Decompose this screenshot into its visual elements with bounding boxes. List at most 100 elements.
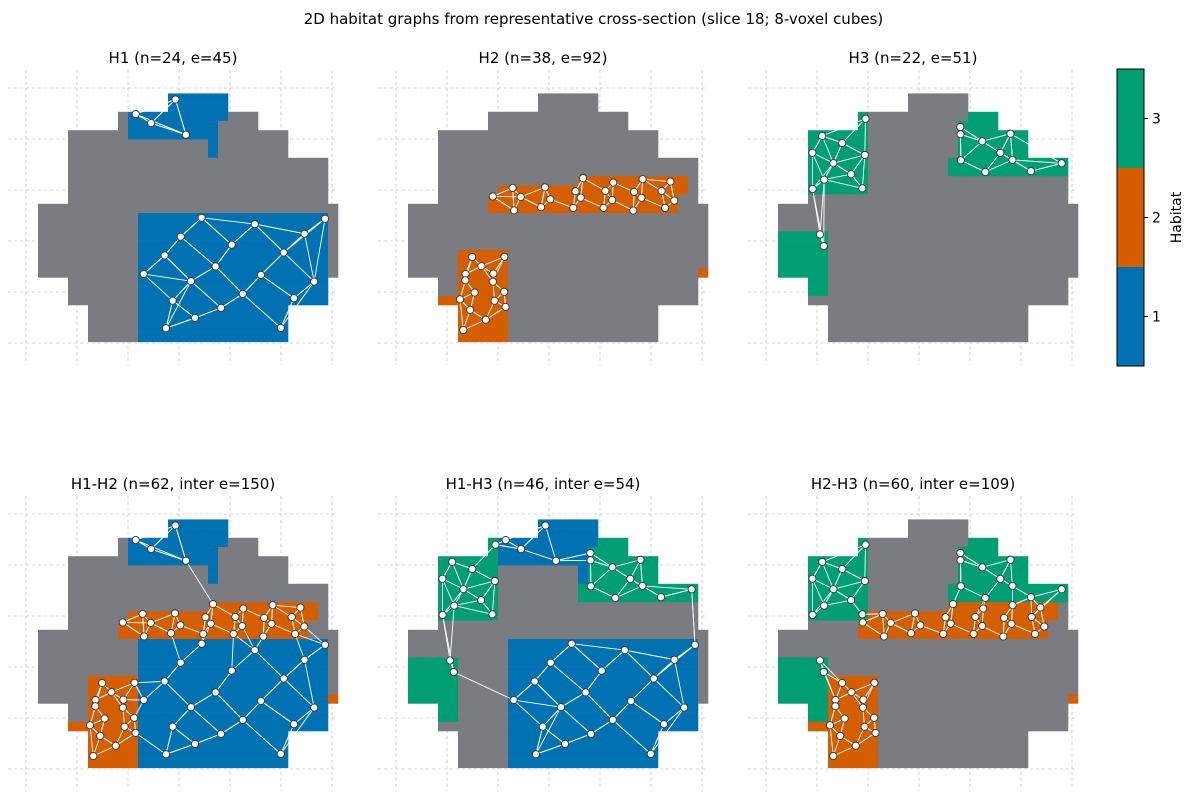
voxel-cell <box>638 740 649 750</box>
voxel-cell <box>578 231 589 241</box>
voxel-cell <box>988 213 999 223</box>
voxel-cell <box>228 249 239 260</box>
voxel-cell <box>908 639 919 649</box>
voxel-cell <box>68 176 79 186</box>
voxel-cell <box>1018 222 1029 232</box>
voxel-cell <box>638 259 649 269</box>
voxel-cell <box>1018 148 1029 159</box>
voxel-cell <box>88 286 99 297</box>
voxel-cell <box>638 295 649 306</box>
voxel-cell <box>428 639 439 649</box>
voxel-cell <box>478 639 489 649</box>
voxel-cell <box>608 685 619 695</box>
voxel-cell <box>268 240 279 251</box>
voxel-cell <box>318 611 329 621</box>
voxel-cell <box>568 157 579 168</box>
voxel-cell <box>578 611 589 621</box>
voxel-cell <box>448 139 459 149</box>
graph-node <box>190 739 200 748</box>
voxel-cell <box>328 231 339 241</box>
graph-edge <box>513 699 543 728</box>
graph-node <box>291 629 300 638</box>
voxel-cell <box>918 203 929 214</box>
voxel-cell <box>68 157 79 168</box>
voxel-cell <box>628 268 639 278</box>
colorbar-segment <box>1117 69 1144 168</box>
voxel-cell <box>918 176 929 186</box>
voxel-cell <box>578 574 589 585</box>
graph-node <box>829 751 838 761</box>
voxel-cell <box>118 176 129 186</box>
voxel-cell <box>978 712 989 723</box>
voxel-cell <box>1048 712 1059 723</box>
voxel-cell <box>198 259 209 269</box>
voxel-cell <box>678 611 689 621</box>
voxel-cell <box>88 611 99 621</box>
voxel-cell <box>788 657 799 667</box>
voxel-cell <box>538 259 549 269</box>
voxel-cell <box>88 249 99 260</box>
graph-node <box>300 655 309 664</box>
voxel-cell <box>138 314 149 324</box>
voxel-cell <box>918 139 929 149</box>
voxel-cell <box>808 295 819 306</box>
voxel-cell <box>468 185 479 195</box>
voxel-cell <box>978 332 989 343</box>
voxel-cell <box>78 703 89 713</box>
graph-node <box>161 324 171 333</box>
voxel-cell <box>148 268 159 278</box>
voxel-cell <box>878 213 889 223</box>
voxel-cell <box>848 565 859 575</box>
voxel-cell <box>408 685 419 695</box>
voxel-cell <box>898 213 909 223</box>
voxel-cell <box>138 666 149 677</box>
voxel-cell <box>178 249 189 260</box>
voxel-cell <box>848 213 859 223</box>
voxel-cell <box>98 666 109 677</box>
voxel-cell <box>648 740 659 750</box>
voxel-cell <box>908 583 919 594</box>
voxel-cell <box>608 721 619 732</box>
voxel-cell <box>618 666 629 677</box>
voxel-cell <box>508 314 519 324</box>
voxel-cell <box>168 277 179 287</box>
voxel-cell <box>518 111 529 122</box>
voxel-cell <box>118 731 129 741</box>
voxel-cell <box>528 213 539 223</box>
voxel-cell <box>188 305 199 315</box>
voxel-cell <box>98 314 109 324</box>
voxel-cell <box>418 231 429 241</box>
graph-edge <box>864 118 866 155</box>
voxel-cell <box>668 268 679 278</box>
voxel-cell <box>188 685 199 695</box>
voxel-cell <box>838 295 849 306</box>
voxel-cell <box>868 194 879 205</box>
voxel-cell <box>158 213 169 223</box>
voxel-cell <box>198 657 209 667</box>
voxel-cell <box>538 583 549 594</box>
graph-edge <box>135 732 167 755</box>
voxel-cell <box>878 731 889 741</box>
voxel-cell <box>198 305 209 315</box>
voxel-cell <box>988 249 999 260</box>
graph-node <box>491 540 500 549</box>
voxel-cell <box>238 332 249 343</box>
voxel-cell <box>438 712 449 723</box>
voxel-cell <box>578 295 589 306</box>
voxel-cell <box>618 176 629 186</box>
voxel-cell <box>928 657 939 667</box>
voxel-cell <box>938 602 949 612</box>
voxel-cell <box>168 694 179 704</box>
graph-edge <box>982 559 1011 568</box>
voxel-cell <box>908 240 919 251</box>
graph-edge <box>293 707 315 725</box>
voxel-cell <box>868 176 879 186</box>
voxel-cell <box>288 259 299 269</box>
voxel-cell <box>218 194 229 205</box>
voxel-cell <box>78 583 89 594</box>
voxel-cell <box>698 629 709 640</box>
voxel-cell <box>198 167 209 177</box>
voxel-cell <box>958 721 969 732</box>
voxel-cell <box>848 286 859 297</box>
voxel-cell <box>148 537 159 548</box>
